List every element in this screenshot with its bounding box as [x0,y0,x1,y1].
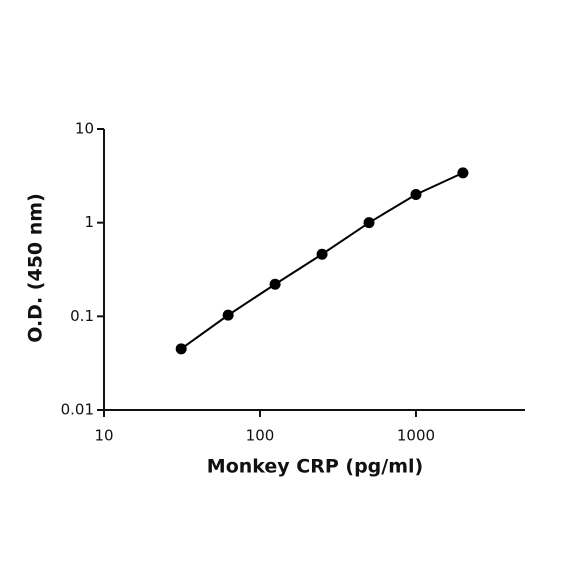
x-tick-label: 1000 [397,427,435,445]
point [269,278,281,290]
y-tick-label: 10 [75,120,94,138]
point [175,343,187,355]
point [457,167,469,179]
x-tick-label: 100 [246,427,275,445]
y-tick-label: 1 [84,213,94,231]
point [316,248,328,260]
point [410,188,422,200]
y-tick-label: 0.1 [70,307,94,325]
y-axis-title: O.D. (450 nm) [25,193,47,343]
point [363,217,375,229]
fit-line [180,171,464,350]
y-tick-label: 0.01 [61,401,94,419]
x-tick-label: 10 [94,427,113,445]
x-axis-title: Monkey CRP (pg/ml) [207,456,423,478]
point [222,309,234,321]
